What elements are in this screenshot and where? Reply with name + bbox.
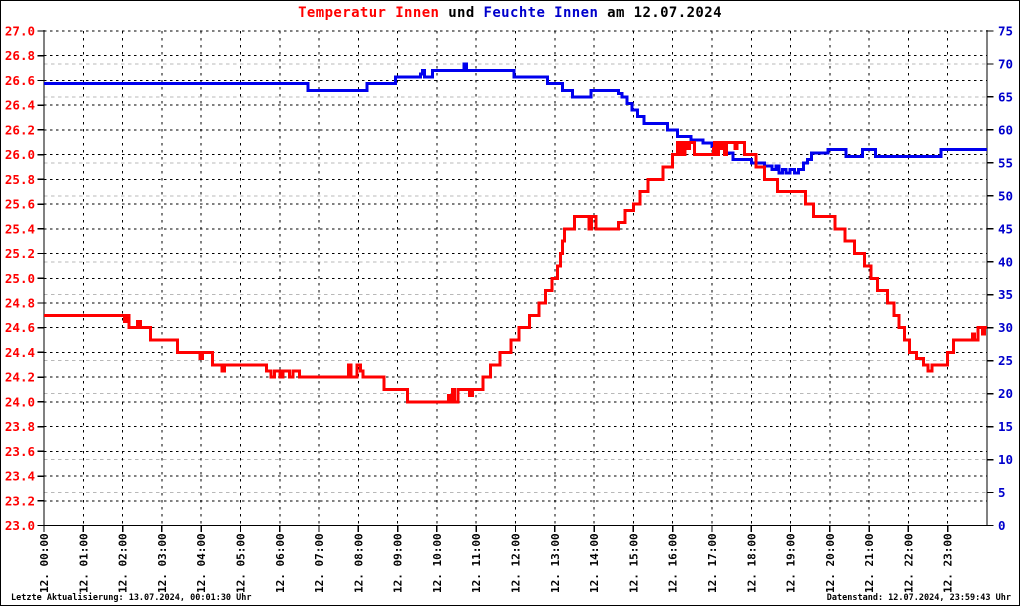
svg-text:25.4: 25.4 — [5, 221, 35, 236]
svg-text:23.0: 23.0 — [5, 518, 35, 533]
svg-text:12. 03:00: 12. 03:00 — [156, 533, 169, 593]
svg-text:12. 17:00: 12. 17:00 — [706, 533, 719, 593]
svg-text:5: 5 — [998, 485, 1006, 500]
svg-text:70: 70 — [998, 56, 1013, 71]
svg-text:50: 50 — [998, 188, 1013, 203]
humidity-line — [44, 62, 987, 175]
svg-text:23.2: 23.2 — [5, 493, 35, 508]
svg-text:12. 08:00: 12. 08:00 — [352, 533, 365, 593]
svg-text:60: 60 — [998, 122, 1013, 137]
svg-text:12. 05:00: 12. 05:00 — [234, 533, 247, 593]
svg-text:12. 19:00: 12. 19:00 — [785, 533, 798, 593]
svg-text:25.0: 25.0 — [5, 271, 35, 286]
svg-text:23.6: 23.6 — [5, 444, 35, 459]
svg-text:25.8: 25.8 — [5, 172, 35, 187]
svg-text:26.2: 26.2 — [5, 122, 35, 137]
svg-text:12. 22:00: 12. 22:00 — [902, 533, 915, 593]
svg-text:45: 45 — [998, 221, 1013, 236]
svg-text:26.8: 26.8 — [5, 48, 35, 63]
footer-last-update: Letzte Aktualisierung: 13.07.2024, 00:01… — [11, 593, 252, 603]
title-and-text: und — [439, 5, 484, 21]
svg-text:24.6: 24.6 — [5, 320, 35, 335]
svg-text:25.2: 25.2 — [5, 246, 35, 261]
svg-text:12. 10:00: 12. 10:00 — [431, 533, 444, 593]
svg-text:25.6: 25.6 — [5, 197, 35, 212]
svg-text:12. 12:00: 12. 12:00 — [510, 533, 523, 593]
svg-text:75: 75 — [998, 24, 1013, 39]
svg-text:24.2: 24.2 — [5, 370, 35, 385]
svg-text:12. 20:00: 12. 20:00 — [824, 533, 837, 593]
svg-text:65: 65 — [998, 89, 1013, 104]
svg-text:30: 30 — [998, 320, 1013, 335]
svg-text:12. 18:00: 12. 18:00 — [745, 533, 758, 593]
svg-text:26.6: 26.6 — [5, 73, 35, 88]
svg-text:26.4: 26.4 — [5, 98, 35, 113]
svg-text:35: 35 — [998, 287, 1013, 302]
svg-text:23.8: 23.8 — [5, 419, 35, 434]
svg-text:0: 0 — [998, 518, 1006, 533]
svg-text:10: 10 — [998, 452, 1013, 467]
svg-text:12. 13:00: 12. 13:00 — [549, 533, 562, 593]
y-left-tick-labels: 27.0 26.8 26.6 26.4 26.2 26.0 25.8 25.6 25.4 25.2… — [5, 24, 35, 534]
svg-text:12. 00:00: 12. 00:00 — [38, 533, 51, 593]
svg-text:12. 09:00: 12. 09:00 — [392, 533, 405, 593]
svg-text:23.4: 23.4 — [5, 469, 35, 484]
temperature-line — [44, 140, 987, 404]
svg-text:26.0: 26.0 — [5, 147, 35, 162]
svg-text:12. 02:00: 12. 02:00 — [117, 533, 130, 593]
chart-title: Temperatur Innen und Feuchte Innen am 12… — [1, 5, 1019, 21]
svg-text:12. 16:00: 12. 16:00 — [667, 533, 680, 593]
svg-text:12. 01:00: 12. 01:00 — [77, 533, 90, 593]
svg-text:24.8: 24.8 — [5, 295, 35, 310]
svg-text:24.4: 24.4 — [5, 345, 35, 360]
svg-text:12. 11:00: 12. 11:00 — [470, 533, 483, 593]
svg-text:15: 15 — [998, 419, 1013, 434]
x-axis-tick-labels: 12. 00:00 12. 01:00 12. 02:00 12. 03:00 12. … — [38, 533, 955, 593]
svg-text:55: 55 — [998, 155, 1013, 170]
svg-text:40: 40 — [998, 254, 1013, 269]
svg-text:12. 21:00: 12. 21:00 — [863, 533, 876, 593]
title-temperature-label: Temperatur Innen — [298, 5, 440, 21]
svg-text:12. 15:00: 12. 15:00 — [627, 533, 640, 593]
title-date-text: am 12.07.2024 — [598, 5, 722, 21]
svg-text:27.0: 27.0 — [5, 24, 35, 39]
svg-text:12. 07:00: 12. 07:00 — [313, 533, 326, 593]
title-humidity-label: Feuchte Innen — [483, 5, 599, 21]
svg-text:12. 04:00: 12. 04:00 — [195, 533, 208, 593]
svg-text:12. 23:00: 12. 23:00 — [942, 533, 955, 593]
axis-ticks — [37, 30, 994, 532]
svg-text:24.0: 24.0 — [5, 394, 35, 409]
svg-text:12. 06:00: 12. 06:00 — [274, 533, 287, 593]
svg-text:25: 25 — [998, 353, 1013, 368]
svg-text:12. 14:00: 12. 14:00 — [588, 533, 601, 593]
svg-text:20: 20 — [998, 386, 1013, 401]
footer-data-timestamp: Datenstand: 12.07.2024, 23:59:43 Uhr — [826, 593, 1011, 603]
